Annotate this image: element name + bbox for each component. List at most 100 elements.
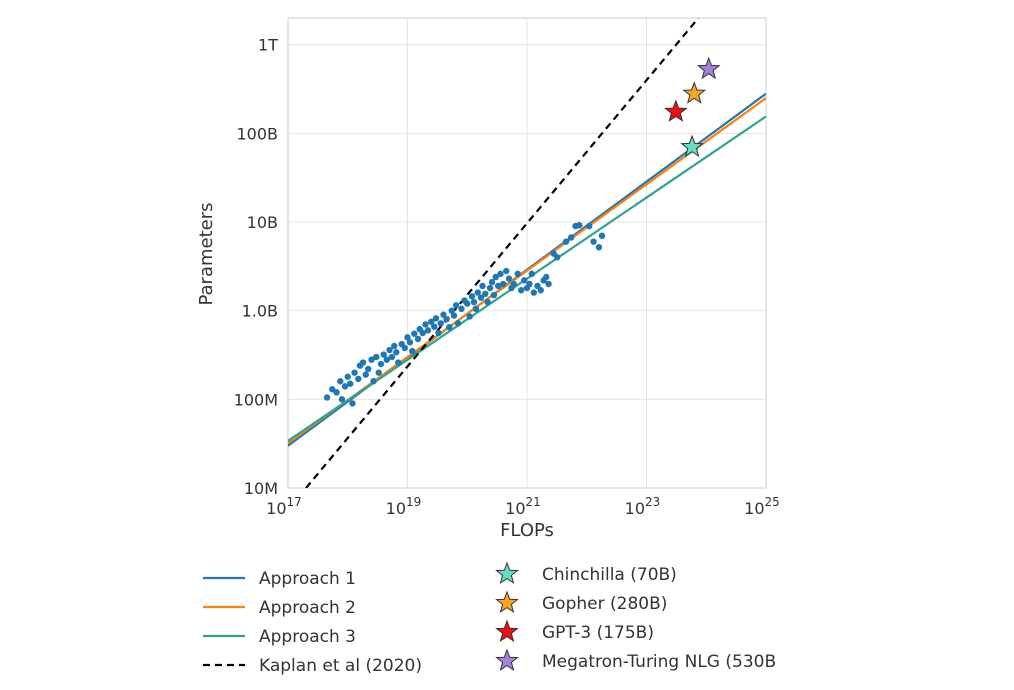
scatter-point (422, 321, 429, 328)
scatter-point (370, 378, 377, 385)
scatter-point (568, 234, 575, 241)
scatter-point (419, 329, 426, 337)
y-tick-label: 10M (244, 479, 278, 498)
legend-lines: Approach 1 Approach 2 Approach 3 Kaplan et … (203, 569, 422, 676)
kaplan-et-al-2020-line (305, 18, 700, 488)
y-tick-labels: 10M 100M 1.0B 10B 100B 1T (234, 36, 279, 498)
scatter-point (393, 349, 400, 356)
scatter-point (553, 254, 561, 261)
y-tick-label: 1.0B (242, 302, 278, 321)
y-tick-label: 1T (258, 36, 278, 55)
scatter-point (401, 344, 408, 352)
scatter-point (391, 342, 398, 350)
legend-star-swatch (495, 619, 519, 643)
legend-star-swatch (495, 648, 519, 672)
scatter-point (424, 327, 432, 334)
x-tick-label: 1017 (266, 495, 302, 518)
scatter-point (458, 305, 465, 312)
x-tick-base: 10 (505, 499, 525, 518)
y-tick-label: 10B (247, 213, 278, 232)
scatter-point (479, 282, 486, 290)
scatter-point (576, 222, 583, 229)
scatter-point (406, 339, 414, 346)
x-axis-title: FLOPs (500, 520, 554, 541)
legend-line-label: Approach 2 (259, 598, 356, 618)
x-tick-exponent: 17 (287, 495, 302, 509)
model-star (680, 134, 704, 158)
model-stars (664, 56, 721, 158)
scatter-point (377, 360, 385, 368)
legend-star-swatch (495, 561, 519, 585)
x-tick-exponent: 19 (406, 495, 421, 509)
scatter-point (452, 302, 460, 309)
scatter-point (333, 389, 340, 396)
y-axis-title: Parameters (196, 202, 217, 305)
x-tick-label: 1023 (625, 495, 661, 518)
x-tick-labels: 1017 1019 1021 1023 1025 (266, 495, 780, 518)
scatter-point (492, 273, 499, 281)
x-tick-base: 10 (744, 499, 764, 518)
scatter-points (323, 222, 606, 407)
scatter-point (380, 351, 387, 358)
x-tick-exponent: 25 (765, 495, 780, 509)
scatter-point (432, 315, 440, 322)
y-tick-label: 100B (236, 124, 278, 143)
scatter-point (537, 287, 544, 294)
scatter-point (528, 270, 535, 278)
scatter-point (490, 291, 498, 299)
scatter-point (530, 289, 538, 296)
legend-model-label: Chinchilla (70B) (542, 565, 677, 585)
scatter-point (464, 300, 471, 307)
scatter-point (383, 356, 390, 363)
y-tick-label: 100M (234, 390, 278, 409)
scatter-point (337, 378, 344, 385)
scatter-point (368, 356, 375, 363)
scatter-point (497, 270, 504, 278)
model-star (682, 81, 707, 104)
scatter-point (414, 335, 422, 343)
scatter-point (388, 353, 396, 361)
scatter-point (470, 298, 478, 306)
scatter-point (545, 280, 552, 288)
scatter-point (503, 267, 510, 275)
scatter-point (466, 313, 473, 320)
scatter-point (338, 396, 346, 403)
scatter-point (472, 305, 480, 312)
scatter-point (373, 353, 380, 361)
scatter-point (543, 273, 550, 281)
scatter-point (323, 394, 331, 401)
scatter-point (495, 282, 502, 290)
scatter-point (355, 375, 362, 383)
scatter-point (526, 280, 533, 288)
scatter-point (443, 316, 450, 323)
scatter-point (375, 369, 382, 376)
x-tick-base: 10 (266, 499, 286, 518)
scatter-point (510, 280, 517, 288)
model-star (696, 56, 721, 80)
scatter-point (359, 359, 367, 366)
scatter-point (450, 312, 458, 319)
scatter-point (448, 307, 455, 314)
scatter-point (486, 284, 494, 292)
scatter-point (454, 320, 462, 327)
scatter-point (411, 330, 418, 337)
scatter-point (477, 294, 485, 301)
scatter-point (344, 373, 351, 380)
scatter-point (347, 380, 354, 387)
x-tick-label: 1021 (505, 495, 541, 518)
scatter-point (437, 320, 444, 327)
scatter-point (488, 278, 496, 286)
x-tick-base: 10 (625, 499, 645, 518)
scatter-point (586, 222, 593, 230)
scatter-point (482, 290, 489, 297)
scatter-point (428, 318, 435, 325)
x-tick-exponent: 21 (526, 495, 541, 509)
scatter-point (365, 365, 372, 373)
scatter-point (395, 359, 402, 366)
model-star (664, 99, 688, 122)
x-tick-label: 1019 (386, 495, 422, 518)
x-tick-base: 10 (386, 499, 406, 518)
legend-model-label: Gopher (280B) (542, 594, 667, 614)
scatter-point (500, 280, 507, 288)
